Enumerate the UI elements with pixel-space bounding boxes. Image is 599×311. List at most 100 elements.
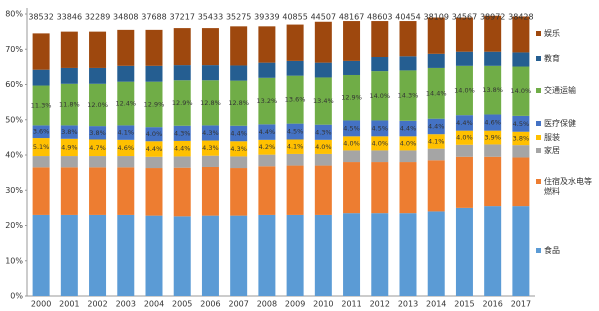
bar-segment — [455, 51, 473, 66]
bar-segment — [484, 156, 502, 207]
bar-segment — [89, 214, 107, 296]
y-tick-label: 30% — [5, 186, 23, 195]
value-label: 12.9% — [144, 100, 165, 108]
bar-segment — [201, 140, 219, 156]
bar-segment — [145, 156, 163, 169]
bar-segment — [145, 29, 163, 66]
bar-segment — [258, 26, 276, 63]
bar-segment — [484, 15, 502, 52]
value-label: 4.4% — [456, 119, 473, 127]
bar-segment — [89, 139, 107, 157]
bar-segment — [455, 65, 473, 116]
value-label: 14.0% — [454, 86, 475, 94]
bar-segment — [89, 31, 107, 68]
value-label: 4.3% — [315, 128, 332, 136]
bar-segment — [201, 125, 219, 141]
legend-swatch — [536, 31, 541, 37]
bar-segment — [455, 156, 473, 208]
x-tick-label: 2009 — [285, 300, 305, 309]
value-label: 4.3% — [174, 129, 191, 137]
bar-segment — [512, 115, 530, 132]
value-label: 4.1% — [428, 137, 445, 145]
y-tick-label: 70% — [5, 45, 23, 54]
bar-segment — [512, 206, 530, 296]
bar-segment — [343, 136, 361, 151]
x-tick-label: 2008 — [257, 300, 277, 309]
bar-segment — [60, 138, 78, 157]
bar-segment — [173, 156, 191, 168]
bar-segment — [32, 85, 50, 126]
legend-label: 教育 — [544, 54, 560, 64]
bar-segment — [230, 26, 248, 66]
y-tick-label: 60% — [5, 80, 23, 89]
bar-segment — [117, 125, 135, 140]
bar-segment — [314, 153, 332, 166]
legend-swatch — [536, 178, 541, 184]
value-label: 3.6% — [33, 128, 50, 136]
value-label: 4.1% — [118, 129, 135, 137]
value-label: 5.1% — [33, 143, 50, 151]
total-label: 38109 — [423, 13, 448, 22]
total-label: 37688 — [141, 13, 166, 22]
legend-swatch — [536, 120, 541, 126]
value-label: 4.6% — [118, 144, 135, 152]
value-label: 4.4% — [428, 122, 445, 130]
bar-segment — [173, 80, 191, 126]
x-tick-label: 2017 — [511, 300, 531, 309]
bar-segment — [343, 74, 361, 121]
bar-segment — [89, 156, 107, 168]
bar-segment — [258, 214, 276, 296]
bar-segment — [60, 156, 78, 168]
bar-segment — [427, 134, 445, 149]
bar-segment — [258, 77, 276, 125]
bar-segment — [286, 139, 304, 154]
x-tick-label: 2006 — [200, 300, 220, 309]
bar-segment — [286, 123, 304, 140]
legend-label: 家居 — [544, 146, 560, 156]
bar-segment — [60, 125, 78, 139]
bar-segment — [145, 168, 163, 216]
bar-segment — [32, 167, 50, 215]
x-tick-label: 2016 — [482, 300, 502, 309]
bar-segment — [314, 124, 332, 140]
bar-segment — [117, 65, 135, 82]
value-label: 12.0% — [87, 101, 108, 109]
bar-segment — [201, 80, 219, 126]
bar-segment — [399, 70, 417, 121]
x-tick-label: 2012 — [370, 300, 390, 309]
value-label: 11.3% — [31, 101, 52, 109]
bar-segment — [230, 215, 248, 296]
x-tick-label: 2013 — [398, 300, 418, 309]
legend-item: 食品 — [536, 246, 598, 256]
bar-segment — [484, 65, 502, 115]
bar-segment — [32, 125, 50, 139]
bar-segment — [173, 65, 191, 81]
bar-segment — [32, 156, 50, 168]
legend-swatch — [536, 148, 541, 154]
bar-segment — [455, 115, 473, 131]
bar-segment — [455, 144, 473, 157]
value-label: 3.8% — [61, 128, 78, 136]
bar-segment — [371, 213, 389, 296]
bar-segment — [286, 60, 304, 76]
bar-segment — [258, 139, 276, 155]
bar-segment — [60, 214, 78, 296]
bar-segment — [314, 77, 332, 125]
value-label: 3.9% — [484, 134, 501, 142]
bar-segment — [32, 138, 50, 157]
bar-segment — [145, 127, 163, 142]
bar-segment — [455, 17, 473, 52]
bar-segment — [201, 215, 219, 296]
x-tick-label: 2002 — [87, 300, 107, 309]
x-tick-label: 2014 — [426, 300, 446, 309]
bar-segment — [484, 51, 502, 66]
bar-segment — [117, 81, 135, 126]
bar-segment — [117, 214, 135, 296]
value-label: 13.6% — [285, 96, 306, 104]
value-label: 13.8% — [482, 86, 503, 94]
bar-segment — [427, 118, 445, 135]
value-label: 4.3% — [202, 129, 219, 137]
value-label: 4.4% — [259, 128, 276, 136]
legend-label: 食品 — [544, 246, 560, 256]
